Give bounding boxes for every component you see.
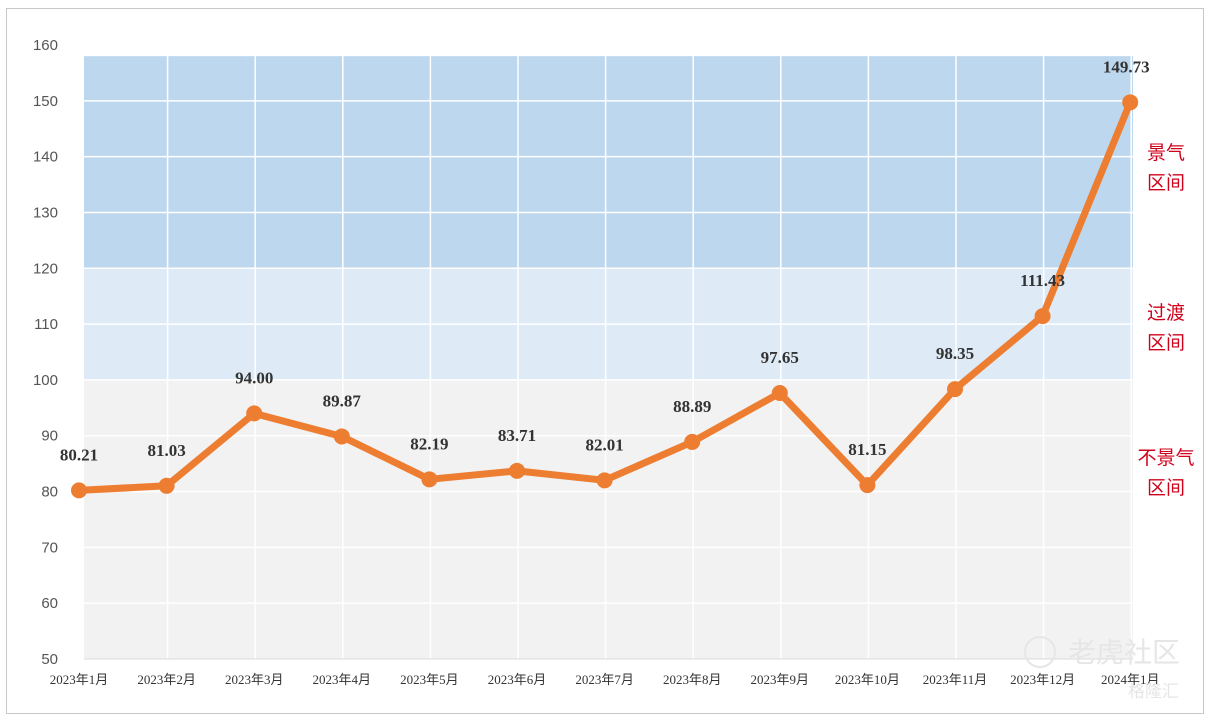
data-point bbox=[509, 462, 525, 479]
data-point bbox=[333, 428, 350, 445]
data-point bbox=[947, 381, 963, 398]
x-tick-label: 2023年9月 bbox=[751, 672, 810, 687]
data-point bbox=[421, 471, 438, 488]
zone-label-line2: 区间 bbox=[1147, 332, 1185, 354]
data-point bbox=[1034, 308, 1051, 325]
x-tick-label: 2023年11月 bbox=[923, 672, 988, 687]
y-tick-label: 120 bbox=[33, 260, 58, 277]
zone-label-line1: 景气 bbox=[1147, 142, 1185, 164]
watermark: 老虎社区 格隆汇 bbox=[1024, 636, 1180, 702]
grid-lines bbox=[84, 56, 1133, 660]
zone-band-0 bbox=[84, 56, 1133, 269]
x-tick-label: 2023年1月 bbox=[50, 672, 109, 687]
y-tick-label: 70 bbox=[41, 539, 58, 556]
y-tick-label: 50 bbox=[41, 651, 58, 668]
data-label: 81.15 bbox=[848, 440, 886, 459]
data-label: 94.00 bbox=[235, 368, 273, 387]
data-label: 98.35 bbox=[936, 344, 974, 363]
zone-band-2 bbox=[84, 379, 1133, 659]
y-tick-label: 140 bbox=[33, 149, 58, 166]
x-tick-label: 2023年2月 bbox=[137, 672, 196, 687]
x-tick-label: 2023年10月 bbox=[835, 672, 900, 687]
data-label: 97.65 bbox=[761, 348, 799, 367]
data-point bbox=[859, 477, 876, 494]
data-point bbox=[71, 482, 87, 499]
zone-label-line1: 不景气 bbox=[1137, 447, 1194, 469]
zone-label-line1: 过渡 bbox=[1147, 302, 1185, 324]
y-tick-label: 160 bbox=[33, 37, 58, 54]
x-tick-label: 2023年7月 bbox=[575, 672, 634, 687]
background-zones bbox=[84, 56, 1133, 659]
x-tick-label: 2023年3月 bbox=[225, 672, 284, 687]
x-tick-label: 2023年12月 bbox=[1010, 672, 1075, 687]
zone-label-line2: 区间 bbox=[1147, 477, 1185, 499]
data-labels: 80.21 81.03 94.00 89.87 82.19 83.71 82.01 88.89… bbox=[60, 57, 1150, 464]
data-label: 83.71 bbox=[498, 426, 536, 445]
zone-label-line2: 区间 bbox=[1147, 172, 1185, 194]
data-label: 82.01 bbox=[585, 435, 623, 454]
data-point bbox=[596, 472, 613, 489]
y-tick-label: 90 bbox=[41, 428, 58, 445]
data-label: 89.87 bbox=[323, 391, 362, 410]
data-point bbox=[246, 405, 263, 422]
data-label: 81.03 bbox=[147, 441, 185, 460]
x-tick-label: 2023年5月 bbox=[400, 672, 459, 687]
watermark-text-secondary: 格隆汇 bbox=[1128, 682, 1179, 702]
data-point bbox=[158, 477, 175, 494]
watermark-text: 老虎社区 bbox=[1068, 636, 1180, 669]
y-tick-label: 130 bbox=[33, 204, 58, 221]
data-label: 149.73 bbox=[1103, 57, 1150, 76]
x-tick-label: 2023年4月 bbox=[313, 672, 372, 687]
x-axis: 2023年1月 2023年2月 2023年3月 2023年4月 2023年5月 2023年… bbox=[50, 672, 1160, 687]
x-tick-label: 2023年6月 bbox=[488, 672, 547, 687]
data-point bbox=[684, 433, 701, 450]
y-tick-label: 100 bbox=[33, 372, 58, 389]
x-tick-label: 2024年1月 bbox=[1101, 672, 1160, 687]
x-tick-label: 2023年8月 bbox=[663, 672, 722, 687]
y-tick-label: 60 bbox=[41, 595, 58, 612]
data-point bbox=[771, 385, 788, 402]
y-tick-label: 110 bbox=[34, 316, 58, 333]
y-tick-label: 150 bbox=[33, 93, 58, 110]
data-label: 88.89 bbox=[673, 397, 711, 416]
data-point bbox=[1122, 94, 1139, 111]
y-tick-label: 80 bbox=[41, 484, 58, 501]
data-label: 80.21 bbox=[60, 445, 98, 464]
watermark-logo-icon bbox=[1024, 636, 1056, 668]
data-label: 111.43 bbox=[1020, 271, 1065, 290]
y-axis: 50 60 70 80 90 100 110 120 130 140 150 160 bbox=[33, 37, 58, 668]
data-label: 82.19 bbox=[410, 434, 448, 453]
series bbox=[71, 94, 1139, 499]
